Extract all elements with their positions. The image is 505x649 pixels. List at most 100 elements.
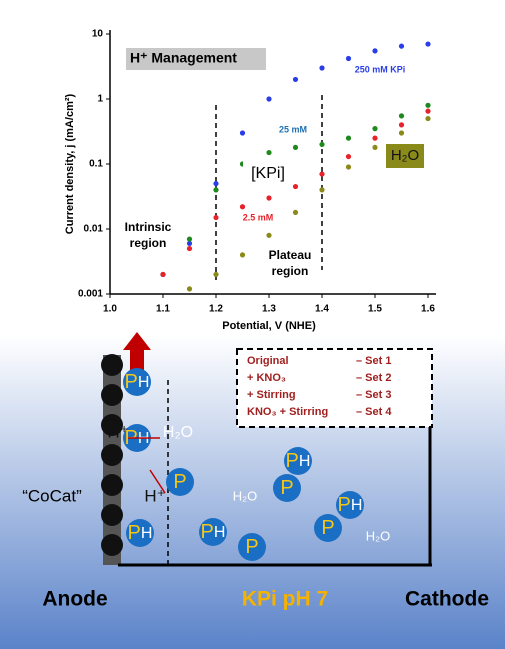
cocat-label: “CoCat” (22, 486, 82, 505)
annotation: Intrinsic (125, 220, 172, 234)
particle-label: P (245, 536, 258, 558)
anode-label: Anode (42, 588, 107, 611)
data-point (292, 209, 299, 216)
data-point (213, 180, 219, 187)
data-point (186, 236, 193, 242)
particle-letter: H (351, 497, 363, 514)
particle-letter: P (128, 522, 141, 544)
species-label: H⁺ (144, 486, 165, 505)
data-point (345, 164, 352, 170)
data-point (425, 102, 431, 108)
y-tick-label: 10 (92, 29, 104, 40)
particle-label: PH (125, 371, 150, 393)
legend-set: – Set 3 (356, 389, 391, 401)
particle-label: P (173, 471, 186, 493)
particle-letter: P (321, 517, 334, 539)
x-axis-label: Potential, V (NHE) (222, 320, 316, 332)
data-point (266, 96, 272, 102)
particle-label: PH (201, 521, 226, 543)
data-point (372, 48, 378, 54)
annotation: Plateau (269, 248, 312, 262)
species-label: H₂O (233, 488, 258, 503)
particle-letter: P (338, 494, 351, 516)
particle-letter: P (286, 450, 299, 472)
legend-set: – Set 4 (356, 406, 392, 418)
data-point (319, 187, 325, 193)
phosphate-particle (284, 447, 312, 475)
data-point (213, 214, 219, 221)
particle-label: PH (286, 450, 311, 472)
phosphate-particle (123, 368, 151, 396)
legend-entry: KNO₃ + Stirring (247, 406, 328, 418)
data-point (398, 122, 405, 128)
cocat-particle (101, 474, 123, 496)
y-tick-label: 0.001 (78, 289, 103, 300)
species-label: H₂O (163, 424, 193, 441)
arrow (123, 332, 151, 375)
y-tick-label: 0.1 (89, 159, 103, 170)
series-label: 250 mM KPi (355, 64, 406, 74)
data-point (398, 113, 405, 119)
legend-set: – Set 1 (356, 355, 391, 367)
particle-letter: H (299, 453, 311, 470)
x-tick-label: 1.1 (156, 304, 170, 315)
cocat-particle (101, 504, 123, 526)
y-tick-label: 0.01 (84, 224, 104, 235)
particle-letter: P (125, 371, 138, 393)
particle-letter: P (245, 536, 258, 558)
annotation: H⁺ Management (130, 50, 237, 66)
data-point (160, 271, 166, 278)
annotation: [KPi] (251, 165, 285, 182)
y-tick-label: 1 (97, 94, 103, 105)
cathode-label: Cathode (405, 588, 489, 611)
data-point (292, 76, 299, 83)
particle-letter: P (173, 471, 186, 493)
particle-label: P (321, 517, 334, 539)
legend-entry: Original (247, 355, 289, 367)
legend-box (236, 348, 433, 428)
particle-letter: H (214, 524, 226, 541)
annotation-box (126, 48, 266, 70)
data-point (372, 126, 378, 132)
data-point (266, 232, 272, 238)
data-point (266, 149, 272, 156)
data-point (266, 195, 272, 201)
data-point (319, 65, 325, 71)
annotation: region (130, 236, 167, 250)
cocat-particle (101, 414, 123, 436)
legend-entry: + Stirring (247, 389, 296, 401)
data-point (319, 171, 325, 177)
series-label-box (386, 144, 424, 168)
y-axis-label: Current density, j (mA/cm²) (64, 93, 76, 234)
phosphate-particle (166, 468, 194, 496)
data-point (319, 141, 325, 148)
data-point (372, 144, 378, 151)
particle-label: PH (128, 522, 153, 544)
proton-arrow (149, 469, 166, 494)
series-label: 2.5 mM (243, 212, 274, 222)
x-tick-label: 1.0 (103, 304, 117, 315)
cocat-particle (101, 354, 123, 376)
data-point (425, 108, 431, 114)
cocat-particle (101, 444, 123, 466)
x-tick-label: 1.5 (368, 304, 382, 315)
annotation-box (243, 160, 293, 186)
data-point (292, 144, 299, 151)
phosphate-particle (238, 533, 266, 561)
legend-entry: + KNO₃ (247, 372, 286, 384)
data-point (186, 245, 193, 252)
species-label: H₂O (366, 528, 391, 543)
particle-letter: P (201, 521, 214, 543)
data-point (239, 130, 246, 136)
particle-letter: H (138, 374, 150, 391)
particle-label: PH (338, 494, 363, 516)
legend-set: – Set 2 (356, 372, 391, 384)
data-point (186, 240, 193, 247)
data-point (425, 115, 431, 122)
phosphate-particle (336, 491, 364, 519)
data-point (292, 183, 299, 190)
data-point (345, 135, 352, 141)
data-point (398, 130, 405, 136)
series-label: H₂O (391, 147, 419, 164)
data-point (345, 55, 352, 62)
